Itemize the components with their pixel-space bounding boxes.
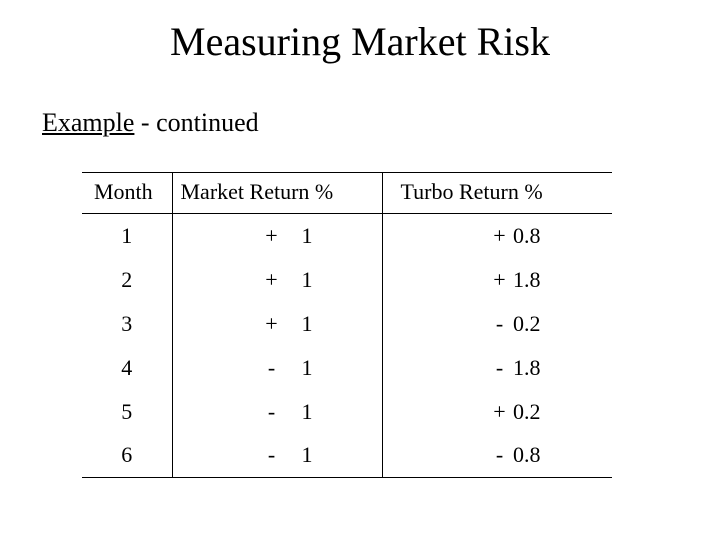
subtitle-rest: - continued (134, 108, 258, 137)
cell-turbo: -0.8 (382, 433, 612, 477)
table-row: 5 -1 +0.2 (82, 390, 612, 434)
subtitle-underlined: Example (42, 108, 134, 137)
cell-turbo: +1.8 (382, 258, 612, 302)
cell-turbo: -0.2 (382, 302, 612, 346)
num: 0.2 (507, 396, 541, 428)
num: 1 (279, 439, 313, 471)
num: 0.8 (507, 439, 541, 471)
returns-table: Month Market Return % Turbo Return % 1 +… (82, 172, 612, 478)
cell-month: 6 (82, 433, 172, 477)
returns-table-wrap: Month Market Return % Turbo Return % 1 +… (82, 172, 612, 478)
num: 1 (279, 220, 313, 252)
sign: - (265, 396, 279, 428)
table-row: 6 -1 -0.8 (82, 433, 612, 477)
cell-turbo: +0.8 (382, 214, 612, 258)
slide: Measuring Market Risk Example - continue… (0, 0, 720, 540)
cell-turbo: +0.2 (382, 390, 612, 434)
table-row: 1 +1 +0.8 (82, 214, 612, 258)
cell-month: 3 (82, 302, 172, 346)
sign: + (265, 308, 279, 340)
col-header-turbo: Turbo Return % (382, 173, 612, 214)
col-header-market: Market Return % (172, 173, 382, 214)
sign: - (493, 308, 507, 340)
num: 1.8 (507, 264, 541, 296)
cell-month: 2 (82, 258, 172, 302)
col-header-month: Month (82, 173, 172, 214)
table-row: 3 +1 -0.2 (82, 302, 612, 346)
example-subtitle: Example - continued (42, 108, 259, 138)
num: 1 (279, 396, 313, 428)
table-row: 4 -1 -1.8 (82, 346, 612, 390)
cell-market: -1 (172, 433, 382, 477)
num: 1.8 (507, 352, 541, 384)
num: 0.8 (507, 220, 541, 252)
cell-market: +1 (172, 214, 382, 258)
cell-market: -1 (172, 390, 382, 434)
cell-month: 4 (82, 346, 172, 390)
num: 0.2 (507, 308, 541, 340)
cell-month: 1 (82, 214, 172, 258)
sign: - (493, 439, 507, 471)
cell-market: +1 (172, 258, 382, 302)
sign: + (493, 264, 507, 296)
sign: - (265, 352, 279, 384)
cell-month: 5 (82, 390, 172, 434)
sign: - (265, 439, 279, 471)
num: 1 (279, 352, 313, 384)
cell-market: -1 (172, 346, 382, 390)
num: 1 (279, 308, 313, 340)
sign: + (493, 396, 507, 428)
cell-market: +1 (172, 302, 382, 346)
page-title: Measuring Market Risk (0, 18, 720, 65)
table-header-row: Month Market Return % Turbo Return % (82, 173, 612, 214)
sign: - (493, 352, 507, 384)
sign: + (265, 264, 279, 296)
sign: + (265, 220, 279, 252)
sign: + (493, 220, 507, 252)
cell-turbo: -1.8 (382, 346, 612, 390)
table-row: 2 +1 +1.8 (82, 258, 612, 302)
num: 1 (279, 264, 313, 296)
